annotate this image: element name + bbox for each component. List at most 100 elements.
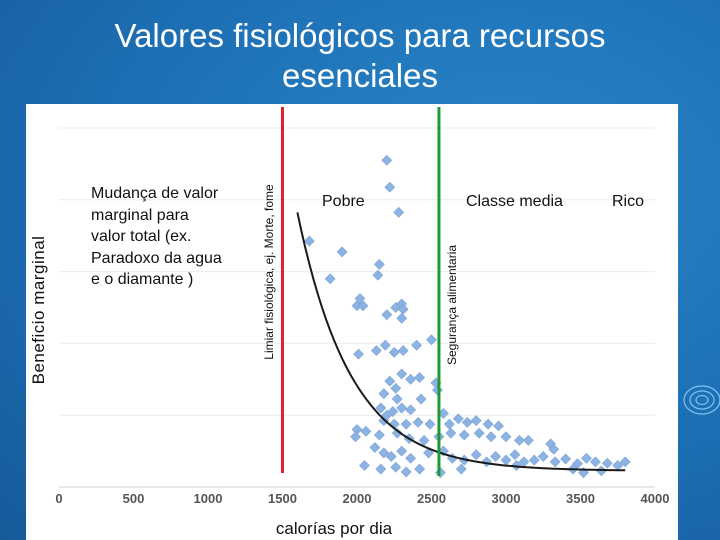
scatter-point	[414, 372, 426, 383]
scatter-point	[373, 429, 385, 441]
scatter-point	[461, 416, 473, 428]
scatter-point	[589, 456, 601, 468]
scatter-point	[381, 309, 393, 321]
scatter-point	[353, 348, 364, 360]
red-line-label: Limiar fisiológica, ej. Morte, fome	[262, 184, 276, 360]
region-label-middle: Classe media	[466, 193, 563, 210]
green-line-label: Segurança alimentaria	[445, 245, 459, 365]
scatter-point	[424, 418, 436, 430]
x-label-box	[205, 512, 407, 540]
scatter-point	[391, 427, 403, 439]
x-tick-label: 0	[55, 491, 62, 506]
scatter-point	[414, 463, 426, 475]
scatter-point	[324, 273, 336, 285]
scatter-point	[379, 339, 391, 351]
paradox-annotation: Mudança de valor marginal para valor tot…	[91, 185, 222, 288]
scatter-point	[458, 429, 470, 441]
scatter-point	[384, 181, 396, 193]
paradox-line-1: Mudança de valor	[91, 185, 219, 202]
scatter-point	[415, 393, 427, 405]
scatter-point	[400, 418, 412, 430]
x-axis-label: calorías por dia	[276, 519, 393, 538]
x-tick-label: 3000	[492, 491, 521, 506]
scatter-point	[396, 368, 408, 380]
scatter-point	[500, 454, 512, 466]
scatter-point	[396, 312, 408, 324]
x-tick-label: 4000	[641, 491, 670, 506]
scatter-point	[500, 431, 512, 443]
x-tick-label: 1500	[268, 491, 297, 506]
scatter-point	[369, 442, 381, 453]
scatter-point	[522, 434, 534, 446]
x-tick-label: 1000	[194, 491, 223, 506]
scatter-point	[443, 418, 455, 430]
scatter-point	[418, 434, 430, 446]
scatter-point	[360, 425, 372, 437]
scatter-point	[359, 460, 370, 471]
paradox-line-2: marginal para	[91, 207, 189, 224]
scatter-point	[548, 443, 560, 455]
scatter-point	[357, 300, 369, 312]
scatter-point	[396, 445, 408, 457]
scatter-point	[412, 416, 424, 428]
scatter-point	[381, 154, 393, 166]
scatter-point	[350, 431, 361, 443]
scatter-point	[493, 420, 504, 432]
x-tick-labels: 0 500 1000 1500 2000 2500 3000 3500 4000	[55, 491, 669, 506]
paradox-line-4: Paradoxo da agua	[91, 250, 222, 267]
y-gridlines	[59, 127, 655, 488]
x-tick-label: 500	[123, 491, 145, 506]
y-axis-label: Beneficio marginal	[29, 236, 48, 385]
scatter-point	[393, 206, 405, 218]
scatter-point	[388, 346, 400, 358]
scatter-point	[445, 427, 457, 439]
scatter-point	[452, 413, 464, 425]
plot-panel	[26, 104, 678, 540]
region-label-poor: Pobre	[322, 193, 365, 210]
scatter-point	[370, 345, 382, 357]
scatter-point	[509, 449, 521, 461]
scatter-point	[470, 449, 482, 461]
scatter-point	[455, 463, 467, 475]
scatter-point	[405, 452, 417, 464]
scatter-point	[303, 235, 315, 247]
scatter-point	[385, 451, 397, 462]
scatter-point	[375, 402, 387, 414]
trend-curve	[296, 212, 626, 472]
scatter-point	[391, 393, 403, 405]
scatter-point	[426, 334, 437, 346]
x-tick-label: 3500	[566, 491, 595, 506]
scatter-point	[397, 303, 409, 315]
scatter-point	[411, 339, 423, 351]
scatter-point	[336, 246, 348, 258]
x-tick-label: 2500	[417, 491, 446, 506]
scatter-point	[528, 454, 540, 466]
scatter-point	[400, 466, 412, 478]
scatter-point	[601, 457, 613, 469]
scatter-point	[470, 415, 482, 427]
scatter-point	[372, 269, 384, 281]
scatter-point	[490, 451, 501, 462]
scatter-point	[396, 402, 408, 414]
region-label-rich: Rico	[612, 193, 644, 210]
scatter-point	[619, 456, 631, 468]
scatter-point	[537, 451, 549, 462]
scatter-point	[378, 447, 390, 459]
scatter-point	[482, 418, 494, 430]
scatter-point	[375, 463, 387, 475]
scatter-point	[473, 427, 485, 439]
slide-title: Valores fisiológicos para recursos esenc…	[114, 17, 606, 94]
scatter-point	[549, 456, 561, 468]
scatter-point	[390, 382, 402, 394]
scatter-point	[384, 375, 396, 387]
x-tick-label: 2000	[343, 491, 372, 506]
paradox-line-3: valor total (ex.	[91, 228, 191, 245]
scatter-point	[511, 460, 522, 471]
scatter-point	[397, 345, 409, 357]
scatter-point	[390, 461, 402, 473]
scatter-point	[405, 373, 417, 385]
scatter-point	[373, 258, 385, 270]
paradox-line-5: e o diamante )	[91, 271, 193, 288]
scatter-point	[485, 431, 497, 443]
